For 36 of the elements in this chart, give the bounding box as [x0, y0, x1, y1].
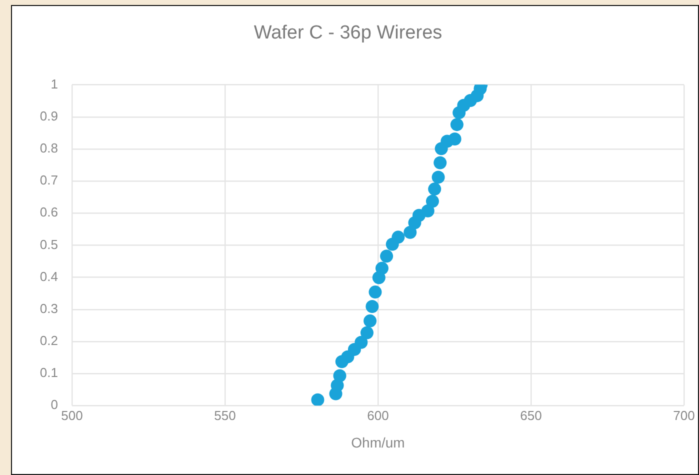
y-tick-label: 1: [50, 76, 58, 92]
point: [448, 132, 462, 146]
y-tick-label: 0.4: [40, 268, 58, 284]
x-tick-label: 600: [367, 408, 389, 423]
y-tick-label: 0.2: [40, 333, 58, 348]
x-tick-label: 650: [520, 408, 542, 423]
y-tick-label: 0.6: [40, 204, 58, 220]
chart-title: Wafer C - 36p Wireres: [254, 22, 442, 44]
point: [333, 369, 346, 382]
point: [360, 326, 374, 340]
x-axis-title: Ohm/um: [351, 434, 405, 450]
point: [368, 286, 382, 299]
point: [421, 204, 434, 218]
x-tick-label: 500: [61, 408, 83, 423]
point: [375, 262, 388, 275]
point: [450, 118, 464, 132]
y-tick-label: 0.3: [40, 300, 58, 316]
x-tick-label: 700: [673, 408, 695, 423]
point: [354, 336, 368, 349]
point: [380, 250, 394, 263]
x-tick-label: 550: [214, 408, 236, 423]
y-tick-label: 0.7: [40, 172, 58, 188]
point: [404, 226, 417, 239]
point: [432, 170, 445, 184]
point: [428, 182, 442, 196]
y-tick-label: 0.9: [40, 108, 58, 124]
y-tick-label: 0: [50, 397, 58, 412]
point: [434, 156, 447, 170]
point: [311, 393, 324, 406]
point: [426, 194, 439, 208]
point: [392, 230, 405, 244]
point: [366, 300, 379, 313]
y-tick-label: 0.5: [40, 236, 58, 252]
y-tick-label: 0.8: [40, 140, 58, 156]
y-tick-label: 0.1: [40, 365, 58, 380]
point: [364, 314, 377, 328]
